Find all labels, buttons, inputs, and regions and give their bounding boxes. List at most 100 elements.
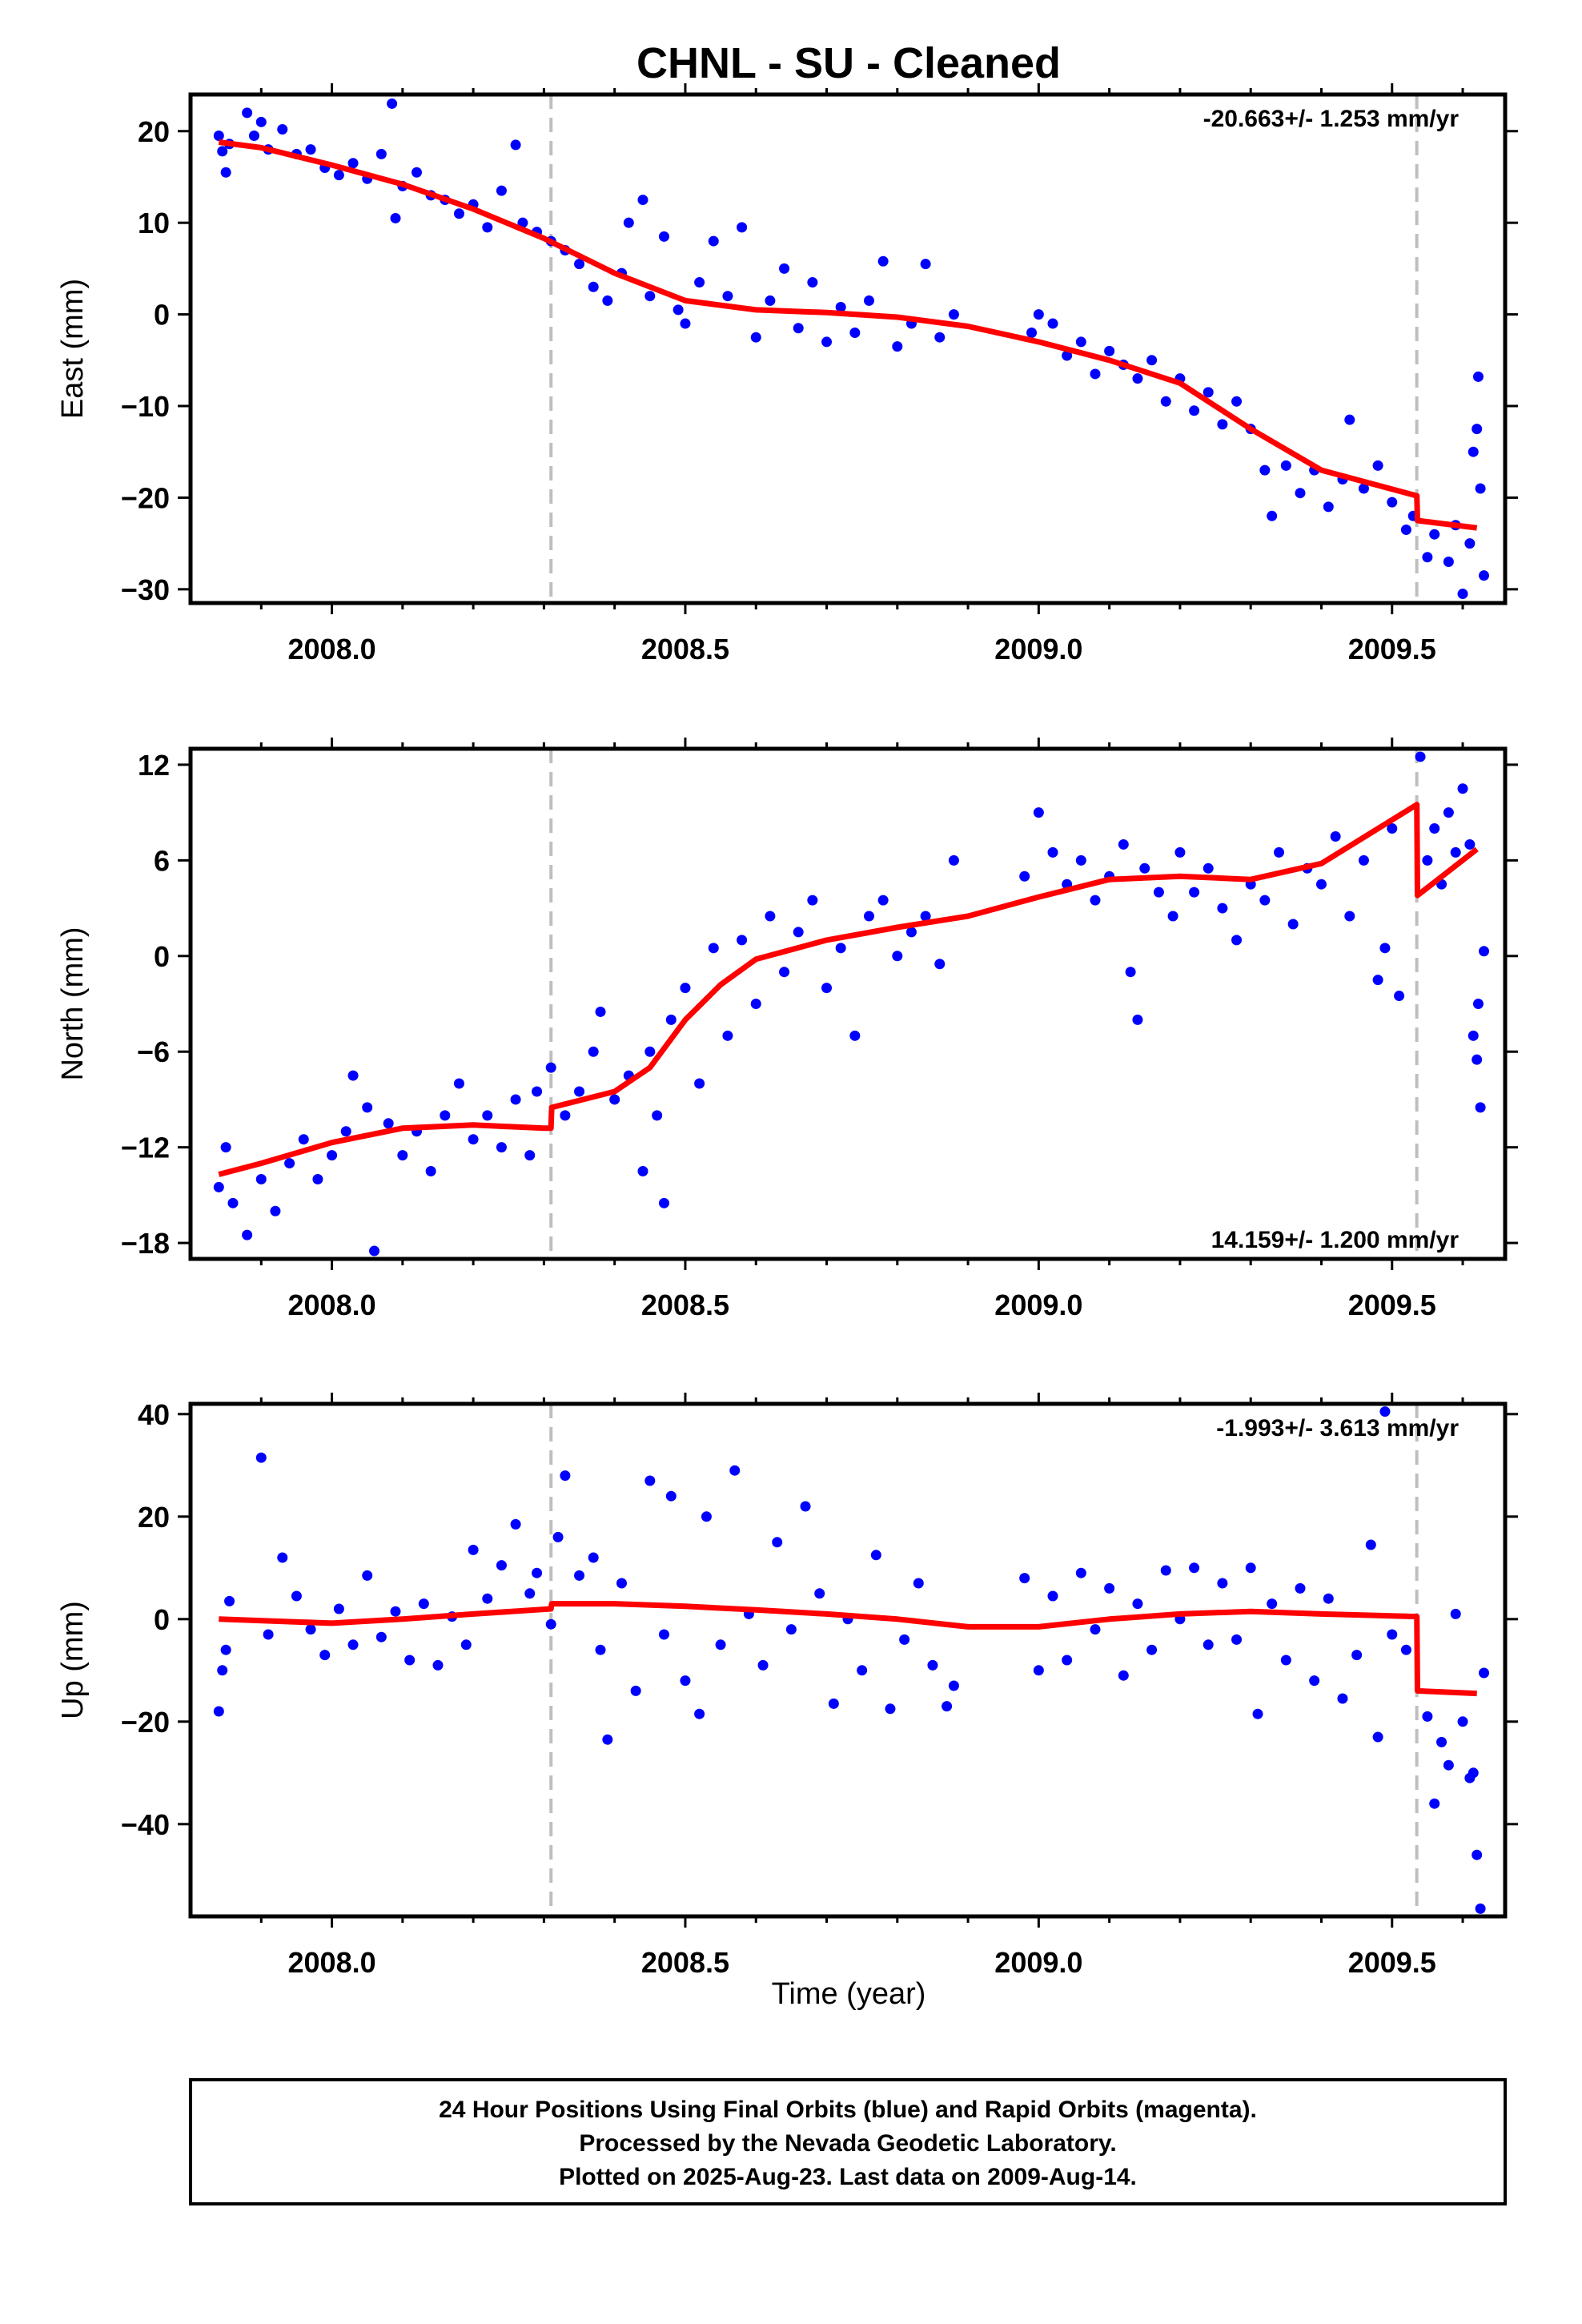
- data-point: [609, 1094, 620, 1105]
- y-tick-label: 12: [138, 749, 170, 782]
- data-point: [680, 983, 691, 994]
- data-point: [305, 144, 316, 155]
- data-point: [383, 1118, 394, 1129]
- footer-line-2: Processed by the Nevada Geodetic Laborat…: [579, 2130, 1116, 2157]
- data-point: [213, 130, 224, 141]
- data-point: [496, 185, 507, 196]
- data-point: [220, 167, 231, 178]
- data-point: [1479, 946, 1490, 957]
- data-point: [715, 1639, 726, 1651]
- data-point: [849, 327, 861, 338]
- y-tick-label: 0: [154, 299, 170, 332]
- y-tick-label: −40: [121, 1808, 170, 1841]
- data-point: [220, 1644, 231, 1655]
- data-point: [602, 1734, 613, 1745]
- data-point: [217, 1665, 228, 1676]
- y-tick-label: 40: [138, 1398, 170, 1431]
- plot-frame: [188, 1401, 1508, 1919]
- data-point: [934, 332, 946, 343]
- x-tick-label: 2009.5: [1348, 1289, 1436, 1321]
- data-point: [517, 217, 528, 228]
- y-tick-label: −20: [121, 481, 170, 514]
- data-point: [1174, 846, 1186, 858]
- data-point: [1479, 570, 1490, 581]
- data-point: [1323, 1593, 1334, 1604]
- data-point: [1280, 460, 1291, 471]
- data-point: [1422, 552, 1433, 563]
- data-point: [1450, 1608, 1461, 1619]
- up-panel: 2008.0 2008.5 2009.0 2009.5 40 20 0 −20 −40 Up (m…: [56, 1393, 1518, 1979]
- y-tick-label: −10: [121, 390, 170, 423]
- data-point: [779, 967, 790, 978]
- data-point: [1475, 1903, 1486, 1914]
- data-point: [595, 1006, 606, 1017]
- data-point: [644, 1475, 656, 1486]
- data-point: [277, 123, 288, 135]
- data-point: [255, 1173, 267, 1184]
- plot-frame: [188, 92, 1508, 605]
- data-point: [496, 1560, 507, 1571]
- data-point: [680, 1675, 691, 1687]
- data-point: [765, 295, 776, 306]
- data-point: [1280, 1655, 1291, 1666]
- data-point: [1217, 419, 1228, 430]
- data-point: [362, 1570, 373, 1581]
- data-point: [333, 1603, 344, 1614]
- data-point: [1217, 1578, 1228, 1589]
- footer-line-1: 24 Hour Positions Using Final Orbits (bl…: [439, 2097, 1257, 2123]
- model-fit-line: [218, 802, 1479, 1177]
- data-point: [1315, 879, 1327, 890]
- data-point: [1344, 911, 1355, 922]
- y-tick-label: −20: [121, 1706, 170, 1739]
- data-point: [425, 1166, 436, 1177]
- data-point: [644, 291, 656, 302]
- data-point: [920, 259, 931, 270]
- data-point: [1443, 807, 1454, 818]
- data-point: [453, 208, 464, 219]
- data-point: [291, 1590, 302, 1602]
- data-point: [1429, 823, 1440, 834]
- data-point: [1415, 751, 1426, 762]
- data-point: [1118, 1670, 1129, 1681]
- data-point: [255, 116, 267, 127]
- data-point: [468, 1134, 479, 1145]
- data-point: [948, 309, 959, 320]
- data-point: [785, 1624, 797, 1635]
- data-point: [1252, 1708, 1263, 1719]
- data-point: [1457, 1716, 1468, 1727]
- data-point: [242, 107, 253, 119]
- data-point: [708, 235, 719, 247]
- data-point: [1422, 1711, 1433, 1722]
- data-point: [948, 1680, 959, 1691]
- data-point: [1274, 846, 1285, 858]
- data-point: [1400, 524, 1411, 535]
- data-point: [913, 1578, 924, 1589]
- data-point: [807, 895, 818, 906]
- y-axis-label: Up (mm): [56, 1601, 90, 1719]
- rate-label: -1.993+/- 3.613 mm/yr: [1216, 1415, 1459, 1441]
- data-point: [263, 1629, 274, 1640]
- data-point: [1309, 1675, 1320, 1687]
- data-point: [1132, 1598, 1143, 1610]
- data-point: [892, 341, 903, 352]
- data-point: [284, 1158, 295, 1169]
- data-point: [1387, 1629, 1398, 1640]
- x-tick-label: 2008.0: [288, 1946, 376, 1979]
- y-tick-label: 0: [154, 1603, 170, 1636]
- data-point: [821, 336, 833, 348]
- data-point: [1026, 327, 1038, 338]
- data-point: [877, 895, 889, 906]
- data-point: [1217, 903, 1228, 914]
- data-point: [1472, 999, 1484, 1009]
- data-point: [701, 1511, 712, 1522]
- data-point: [1075, 1567, 1086, 1578]
- data-point: [652, 1110, 663, 1121]
- data-point: [1033, 309, 1044, 320]
- data-point: [432, 1659, 444, 1671]
- data-point: [1104, 345, 1115, 356]
- data-point: [1472, 1054, 1483, 1065]
- data-point: [1372, 1731, 1383, 1743]
- data-point: [737, 935, 748, 946]
- data-point: [1472, 371, 1484, 382]
- data-point: [1472, 1849, 1483, 1860]
